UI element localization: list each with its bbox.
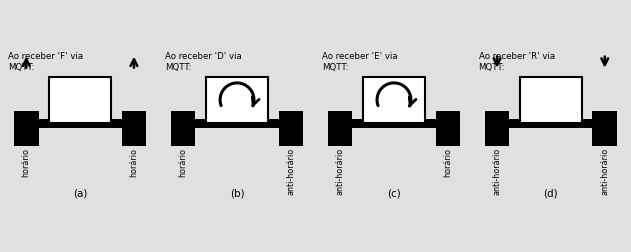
Text: Ao receber 'F' via
MQTT:: Ao receber 'F' via MQTT: (8, 52, 83, 72)
Text: Ao receber 'E' via
MQTT:: Ao receber 'E' via MQTT: (322, 52, 398, 72)
Text: anti-horário: anti-horário (600, 147, 610, 195)
Bar (363, 77, 425, 123)
Bar (206, 77, 268, 123)
Bar (21, 119, 139, 128)
Bar (49, 77, 111, 123)
Text: (d): (d) (543, 188, 558, 198)
Bar (593, 111, 617, 146)
Text: (c): (c) (387, 188, 401, 198)
Bar (278, 111, 303, 146)
Bar (171, 111, 196, 146)
Bar (14, 111, 38, 146)
Text: Ao receber 'R' via
MQTT:: Ao receber 'R' via MQTT: (478, 52, 555, 72)
Bar (485, 111, 509, 146)
Bar (520, 77, 582, 123)
Bar (336, 119, 452, 128)
Text: Ao receber 'D' via
MQTT:: Ao receber 'D' via MQTT: (165, 52, 242, 72)
Text: anti-horário: anti-horário (493, 147, 502, 195)
Text: horário: horário (21, 147, 31, 177)
Text: (a): (a) (73, 188, 87, 198)
Bar (435, 111, 460, 146)
Bar (328, 111, 353, 146)
Text: horário: horário (129, 147, 138, 177)
Text: horário: horário (444, 147, 452, 177)
Text: anti-horário: anti-horário (336, 147, 345, 195)
Text: horário: horário (179, 147, 187, 177)
Bar (122, 111, 146, 146)
Text: (b): (b) (230, 188, 244, 198)
Bar (179, 119, 295, 128)
Text: anti-horário: anti-horário (286, 147, 295, 195)
Bar (492, 119, 610, 128)
